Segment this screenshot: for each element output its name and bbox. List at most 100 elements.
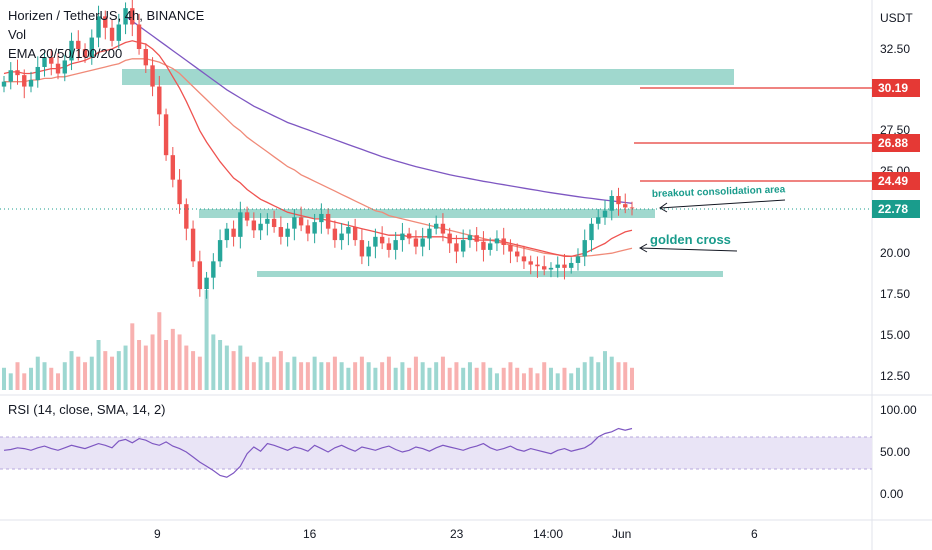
candle (481, 241, 486, 250)
candle (454, 243, 459, 252)
volume-bar (29, 367, 34, 390)
volume-bar (447, 367, 452, 390)
candle (82, 49, 88, 58)
volume-bar (231, 351, 236, 390)
candle (609, 196, 614, 211)
candle (555, 264, 560, 268)
volume-bar (630, 367, 634, 390)
price-tick: 15.00 (880, 328, 910, 342)
volume-bar (440, 356, 445, 390)
rsi-tick: 50.00 (880, 445, 910, 459)
volume-bar (116, 351, 121, 390)
breakout-arrow-head (659, 202, 668, 213)
volume-bar (204, 290, 209, 390)
volume-bar (589, 356, 594, 390)
ema-legend[interactable]: EMA 20/50/100/200 (8, 46, 123, 61)
rsi-legend[interactable]: RSI (14, close, SMA, 14, 2) (8, 402, 166, 417)
volume-bar (474, 367, 479, 390)
breakout-zone[interactable] (199, 209, 655, 218)
price-tick: 32.50 (880, 42, 910, 56)
candle (69, 40, 74, 61)
volume-bar (218, 340, 223, 390)
rsi-tick: 100.00 (880, 403, 917, 417)
candle (447, 233, 452, 244)
volume-bar (575, 367, 580, 390)
price-tick: 27.50 (880, 123, 910, 137)
support-zone[interactable] (257, 271, 723, 277)
price-tick: 17.50 (880, 287, 910, 301)
candle (460, 240, 466, 252)
volume-bar (177, 334, 182, 390)
volume-bar (292, 356, 297, 390)
candle (494, 238, 500, 244)
volume-bar (339, 362, 344, 390)
volume-bar (393, 367, 398, 390)
candle (251, 220, 257, 231)
volume-bar (143, 345, 148, 390)
candle (35, 66, 40, 81)
volume-bar (623, 362, 628, 390)
candle (258, 223, 263, 231)
candle (467, 235, 473, 241)
volume-bar (386, 356, 391, 390)
candle (332, 228, 338, 241)
candle (548, 267, 554, 270)
candle (569, 262, 574, 268)
rsi-tick: 0.00 (880, 487, 904, 501)
price-tick: 20.00 (880, 246, 910, 260)
symbol-title[interactable]: Horizen / TetherUS, 4h, BINANCE (8, 8, 205, 23)
price-tag-label: 22.78 (878, 202, 908, 216)
rsi-band (0, 437, 872, 469)
resistance-zone[interactable] (122, 69, 734, 85)
candle (62, 60, 67, 74)
volume-bar (224, 345, 229, 390)
candle (211, 261, 216, 278)
price-axis-unit: USDT (880, 11, 913, 25)
volume-bar (272, 356, 277, 390)
volume-bar (427, 367, 432, 390)
volume-bar (319, 362, 324, 390)
volume-bar (501, 367, 506, 390)
volume-bar (245, 356, 250, 390)
breakout-arrow (659, 199, 786, 209)
candle (49, 57, 54, 64)
candle (623, 204, 628, 208)
volume-bar (137, 340, 142, 390)
candle (508, 245, 513, 252)
volume-bar (312, 356, 317, 390)
volume-bar (548, 367, 553, 390)
volume-bar (380, 362, 385, 390)
candle (285, 228, 290, 237)
volume-bar (103, 351, 108, 390)
candle (197, 261, 203, 290)
candle (238, 212, 243, 237)
candle (589, 223, 594, 241)
volume-bar (359, 356, 364, 390)
candle (103, 16, 108, 28)
volume-bar (76, 356, 81, 390)
candle (96, 16, 101, 38)
volume-bar (555, 373, 560, 390)
price-tag-label: 30.19 (878, 81, 908, 95)
volume-bar (35, 356, 40, 390)
candle (1, 81, 7, 87)
volume-bar (413, 356, 418, 390)
ema50-line (4, 58, 633, 258)
volume-bar (461, 367, 466, 390)
candle (319, 213, 324, 223)
volume-bar (494, 373, 499, 390)
volume-bar (191, 351, 196, 390)
volume-bar (299, 362, 304, 390)
candle (143, 49, 149, 66)
price-tag-label: 24.49 (878, 174, 908, 188)
candle (366, 246, 371, 257)
volume-legend[interactable]: Vol (8, 27, 27, 42)
candle (157, 86, 162, 115)
candle (305, 225, 311, 234)
time-tick: 14:00 (533, 527, 563, 541)
volume-bar (49, 367, 54, 390)
volume-bar (602, 351, 607, 390)
volume-bar (305, 362, 310, 390)
candle (22, 75, 27, 87)
